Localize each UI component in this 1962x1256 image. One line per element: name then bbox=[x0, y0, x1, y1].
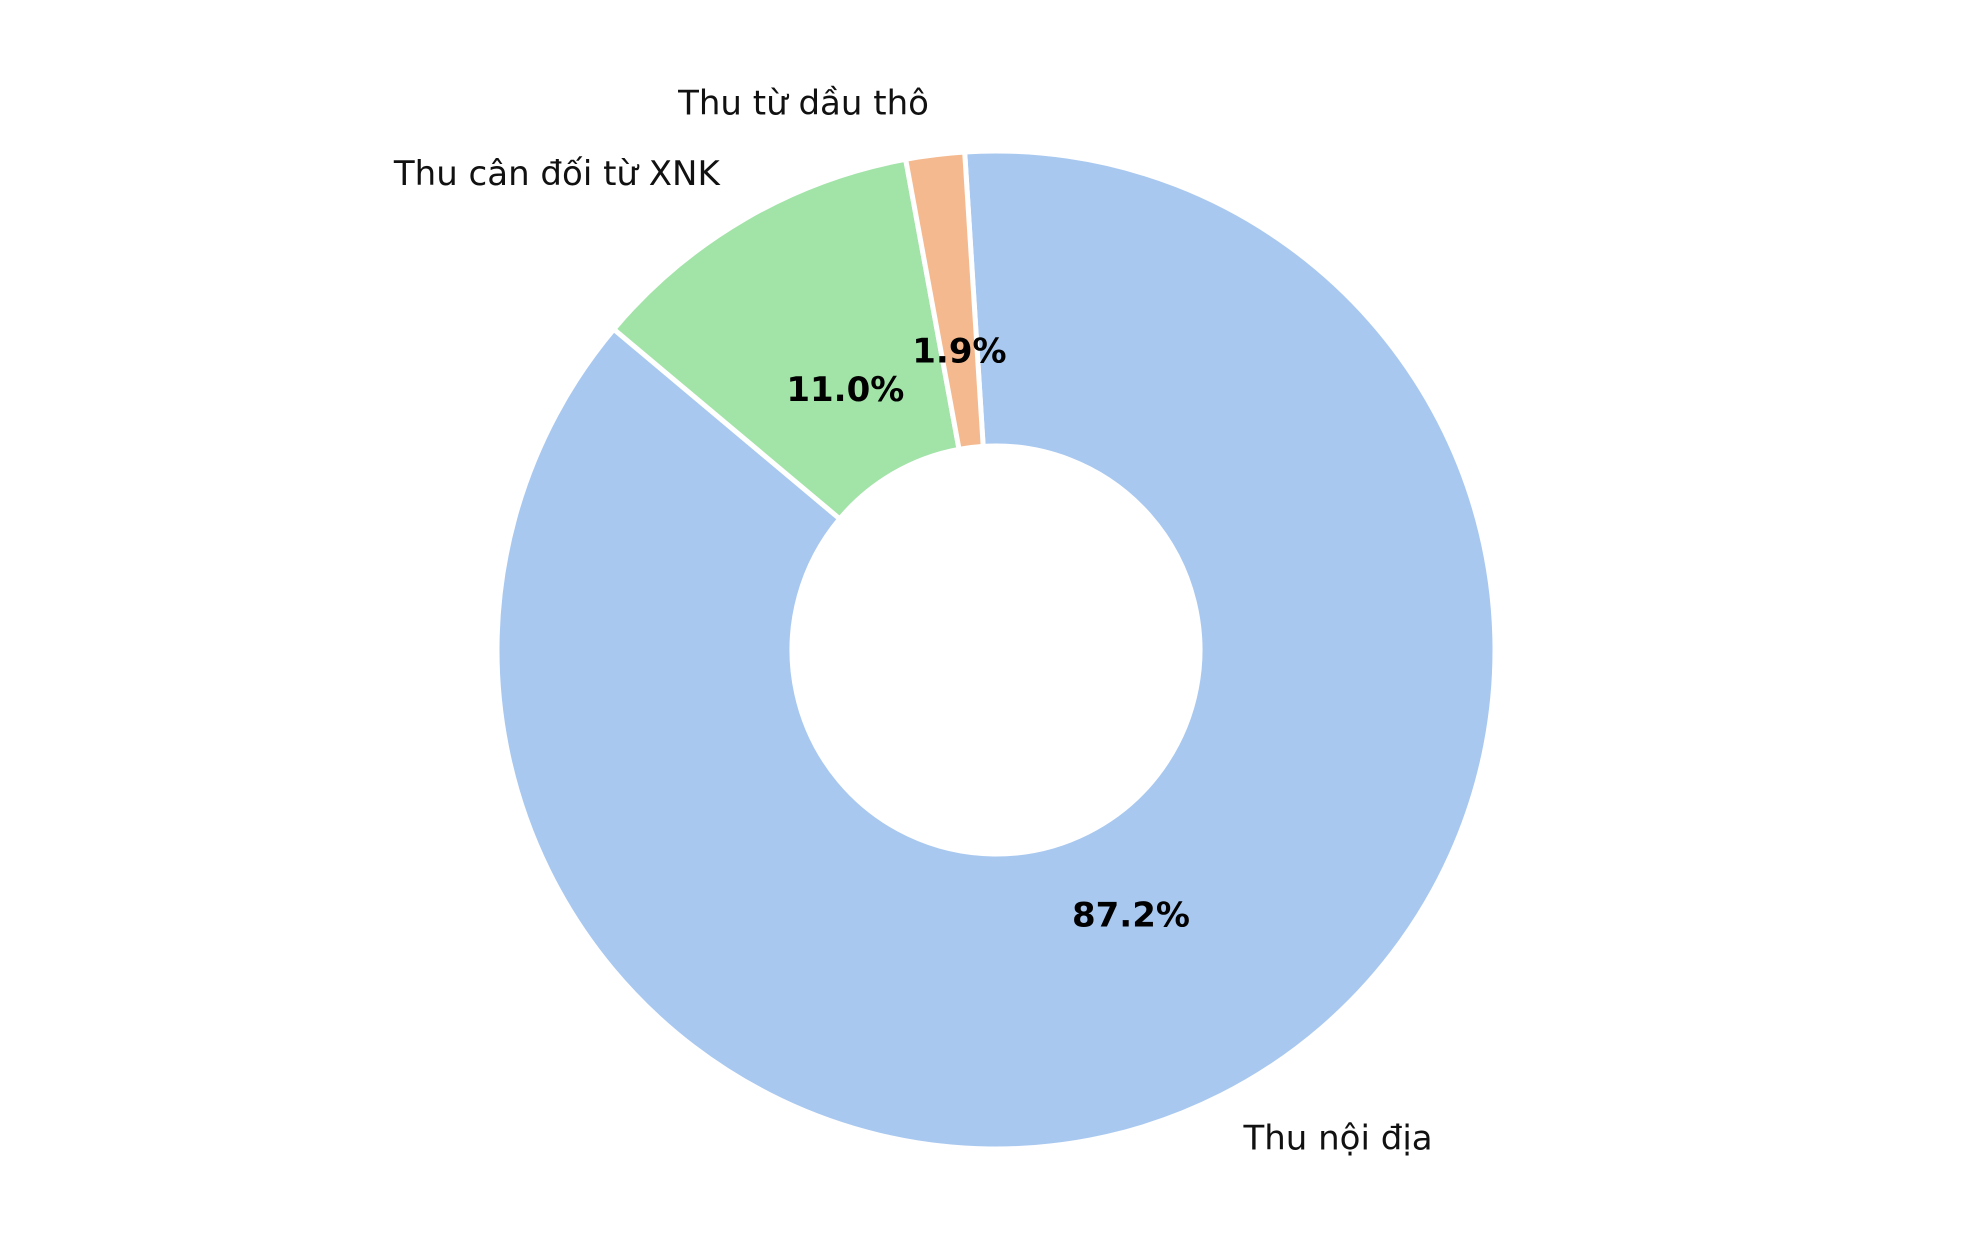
slice-label: Thu nội địa bbox=[1242, 1118, 1432, 1158]
slice-label: Thu cân đối từ XNK bbox=[393, 154, 722, 194]
percent-label: 11.0% bbox=[786, 370, 904, 410]
donut-slice bbox=[494, 148, 1498, 1152]
donut-slice bbox=[902, 149, 986, 453]
donut-slice bbox=[610, 156, 962, 523]
percent-label: 87.2% bbox=[1072, 896, 1190, 936]
percent-label: 1.9% bbox=[912, 331, 1006, 371]
slice-label: Thu từ dầu thô bbox=[677, 84, 929, 124]
